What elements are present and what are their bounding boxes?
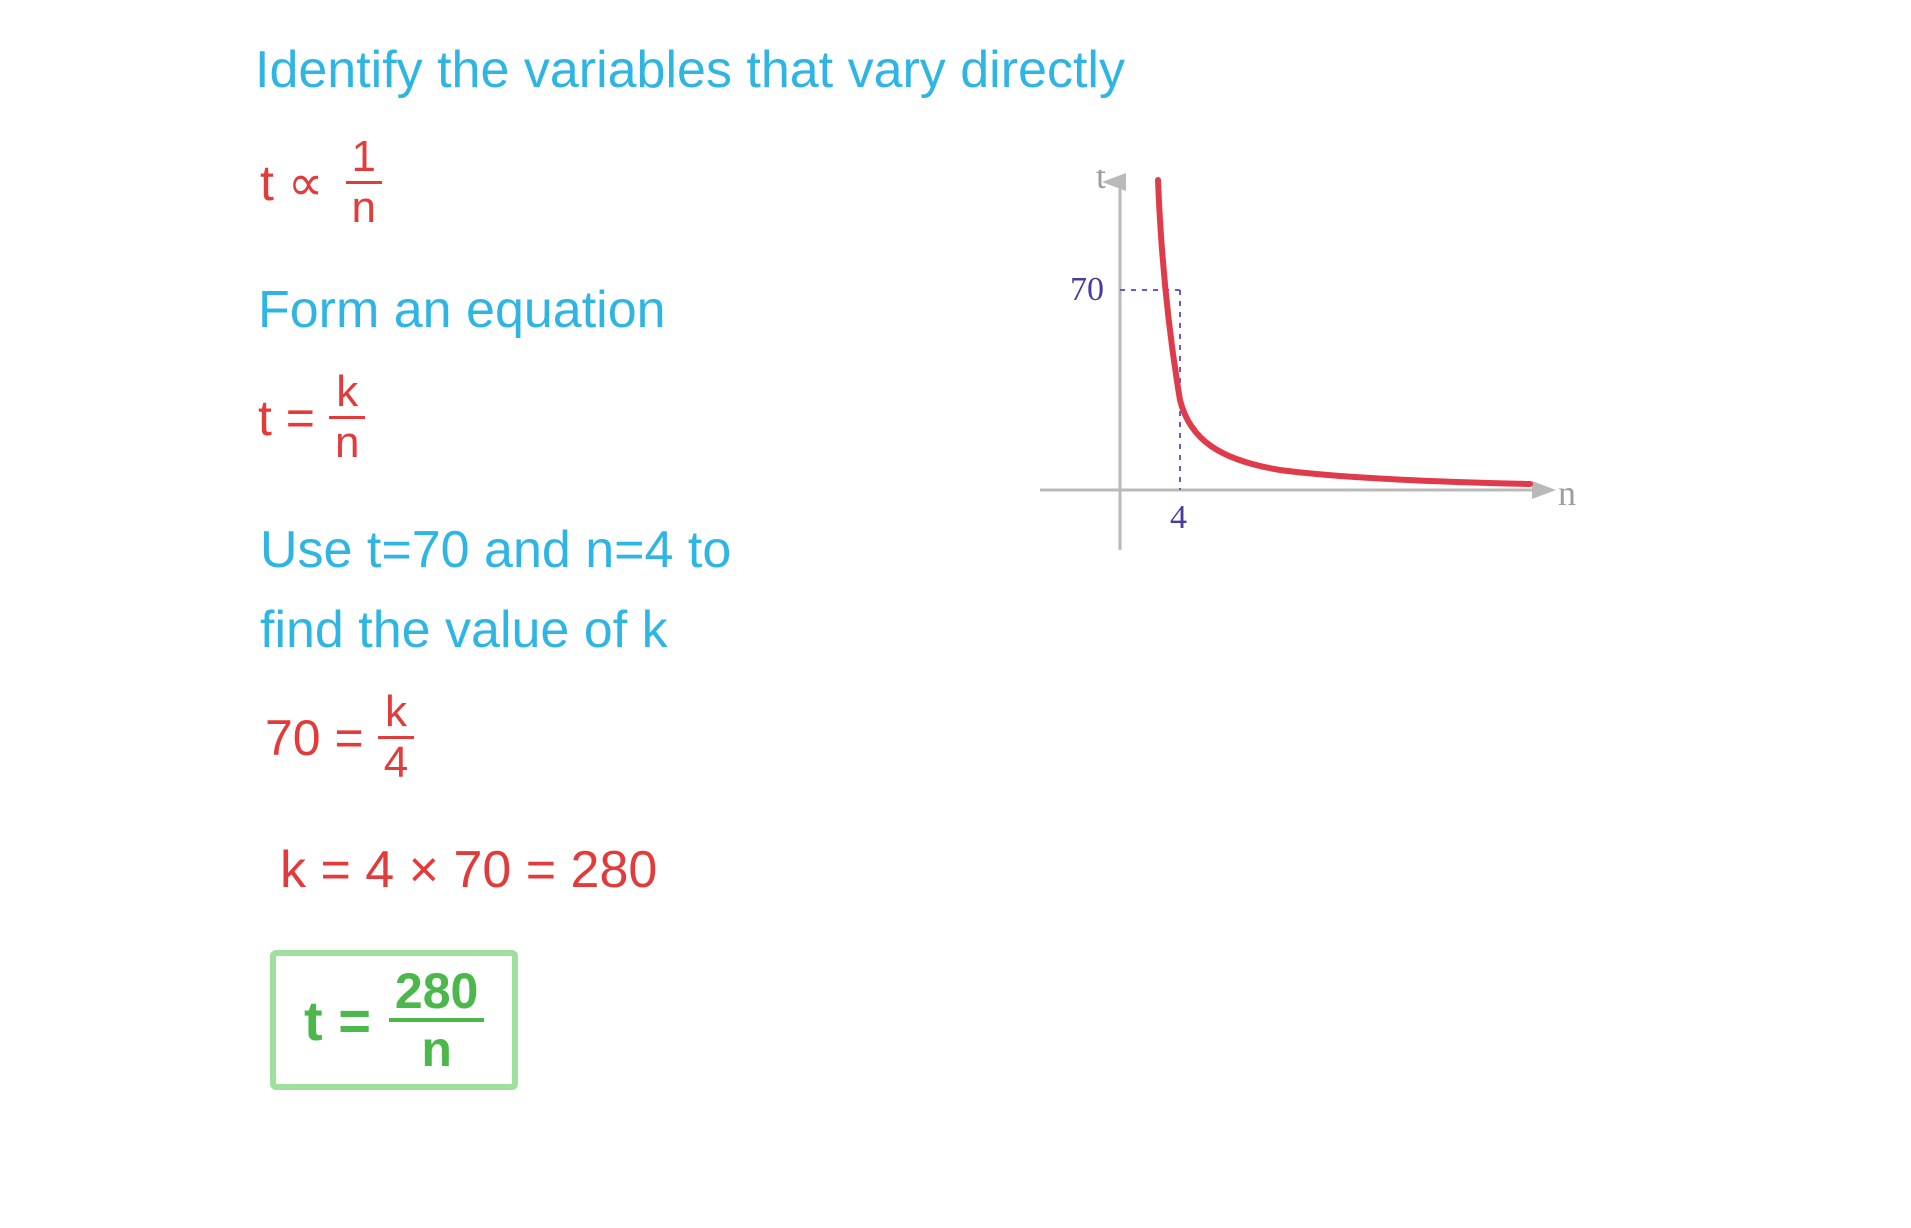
sub-lhs: 70 =: [265, 709, 364, 767]
step-1-heading: Identify the variables that vary directl…: [255, 40, 1125, 100]
ans-lhs: t =: [304, 988, 371, 1053]
eq-lhs: t =: [258, 389, 315, 447]
curve: [1158, 180, 1530, 484]
sub-num: k: [379, 690, 413, 736]
step-2-heading: Form an equation: [258, 280, 666, 340]
answer-box: t = 280 n: [270, 950, 518, 1090]
k-line: k = 4 × 70 = 280: [280, 840, 657, 900]
ans-den: n: [415, 1022, 458, 1074]
ans-fraction: 280 n: [389, 966, 484, 1074]
step-3-heading-a: Use t=70 and n=4 to: [260, 520, 731, 580]
substitution-expression: 70 = k 4: [265, 690, 414, 785]
equation-expression: t = k n: [258, 370, 365, 465]
y-tick-label: 70: [1070, 271, 1104, 308]
step-3b-text: find the value of k: [260, 601, 668, 659]
x-axis-label: n: [1558, 473, 1576, 513]
prop-fraction: 1 n: [346, 135, 382, 230]
eq-num: k: [330, 370, 364, 416]
x-tick-label: 4: [1170, 499, 1187, 536]
proportion-expression: t ∝ 1 n: [260, 135, 382, 230]
y-axis-label: t: [1096, 170, 1106, 196]
ans-num: 280: [389, 966, 484, 1018]
prop-den: n: [346, 184, 382, 230]
worksheet-canvas: { "colors": { "blue": "#2fb5e3", "red": …: [0, 0, 1911, 1228]
eq-fraction: k n: [329, 370, 365, 465]
chart-svg: t n 70 4: [1020, 170, 1580, 570]
step-3-heading-b: find the value of k: [260, 600, 668, 660]
eq-den: n: [329, 419, 365, 465]
prop-lhs: t ∝: [260, 154, 324, 212]
sub-den: 4: [378, 739, 414, 785]
step-3a-text: Use t=70 and n=4 to: [260, 521, 731, 579]
step-2-text: Form an equation: [258, 281, 666, 339]
inverse-proportion-chart: t n 70 4: [1020, 170, 1580, 570]
sub-fraction: k 4: [378, 690, 414, 785]
step-1-text: Identify the variables that vary directl…: [255, 41, 1125, 99]
k-text: k = 4 × 70 = 280: [280, 841, 657, 899]
prop-num: 1: [346, 135, 382, 181]
